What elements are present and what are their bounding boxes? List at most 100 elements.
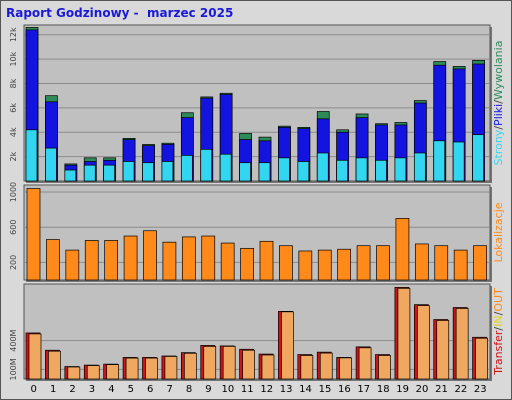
x-tick-label: 10 <box>222 384 235 395</box>
lokalizacje-bar <box>434 245 449 281</box>
transfer-in-bar <box>67 366 81 380</box>
hits-y-tick-label: 6k <box>9 103 18 113</box>
transfer-in-bar <box>203 346 217 380</box>
wywolania-bar <box>355 157 368 182</box>
lokalizacje-y-tick-label: 600 <box>9 220 18 235</box>
lokalizacje-y-tick-label: 200 <box>9 255 18 270</box>
lokalizacje-bar <box>65 249 80 281</box>
x-tick-label: 2 <box>69 384 75 395</box>
hits-panel <box>23 24 491 182</box>
wywolania-bar <box>472 134 484 182</box>
hits-side-label-part: Pliki <box>492 104 505 126</box>
x-tick-label: 22 <box>455 384 468 395</box>
lokalizacje-y-tick-label: 1000 <box>9 182 18 202</box>
hits-side-label-part: / <box>492 126 505 130</box>
lokalizacje-bar <box>143 230 157 281</box>
transfer-side-label-part: Transfer <box>492 330 505 376</box>
lokalizacje-bar <box>26 188 41 281</box>
hits-side-label-part: Wywolania <box>492 41 505 101</box>
hits-side-label-part: / <box>492 100 505 104</box>
lokalizacje-bar <box>395 218 410 281</box>
transfer-in-bar <box>242 349 255 380</box>
x-tick-label: 1 <box>50 384 56 395</box>
lokalizacje-bar <box>84 240 99 281</box>
transfer-in-bar <box>300 355 314 380</box>
lokalizacje-bar <box>104 240 119 281</box>
x-tick-label: 17 <box>357 384 370 395</box>
lokalizacje-bar <box>473 245 487 281</box>
wywolania-bar <box>180 155 193 182</box>
wywolania-bar <box>161 161 174 182</box>
hits-y-tick-label: 2k <box>9 151 18 161</box>
transfer-in-bar <box>475 337 488 380</box>
transfer-panel <box>23 283 491 380</box>
hits-y-tick-label: 4k <box>9 127 18 137</box>
lokalizacje-bar <box>453 249 468 281</box>
hits-side-label-part: Strony <box>492 129 505 165</box>
wywolania-bar <box>83 164 96 182</box>
x-tick-label: 15 <box>319 384 332 395</box>
x-tick-label: 5 <box>128 384 134 395</box>
transfer-in-bar <box>455 308 469 380</box>
transfer-in-bar <box>358 347 372 380</box>
wywolania-bar <box>25 129 38 182</box>
x-tick-label: 19 <box>396 384 409 395</box>
lokalizacje-bar <box>259 240 274 281</box>
transfer-side-label-part: IN <box>492 315 505 326</box>
wywolania-bar <box>336 159 349 182</box>
transfer-in-bar <box>319 352 333 380</box>
transfer-in-bar <box>222 346 236 380</box>
hits-side-label: Strony/Pliki/Wywolania <box>492 41 505 166</box>
x-tick-label: 12 <box>260 384 273 395</box>
wywolania-bar <box>142 162 154 182</box>
lokalizacje-bar <box>356 245 371 281</box>
lokalizacje-bar <box>317 249 332 281</box>
wywolania-bar <box>394 157 407 182</box>
wywolania-bar <box>297 161 310 182</box>
transfer-in-bar <box>436 320 450 380</box>
x-tick-label: 16 <box>338 384 351 395</box>
lokalizacje-bar <box>181 236 196 281</box>
wywolania-bar <box>45 147 57 182</box>
transfer-side-label-part: / <box>492 327 505 331</box>
wywolania-bar <box>433 140 446 182</box>
x-tick-label: 23 <box>474 384 487 395</box>
lokalizacje-side-label-part: Lokalizacje <box>492 202 505 262</box>
x-tick-label: 13 <box>280 384 293 395</box>
wywolania-bar <box>103 164 116 182</box>
x-tick-label: 20 <box>416 384 429 395</box>
transfer-y-tick-label: 400M <box>9 329 18 351</box>
lokalizacje-bar <box>240 247 254 281</box>
transfer-in-bar <box>416 305 430 380</box>
wywolania-bar <box>413 152 426 182</box>
x-tick-label: 6 <box>147 384 153 395</box>
hits-y-tick-label: 10k <box>9 51 18 66</box>
transfer-in-bar <box>106 364 120 380</box>
x-tick-label: 14 <box>299 384 312 395</box>
wywolania-bar <box>316 152 329 182</box>
transfer-in-bar <box>397 287 411 380</box>
transfer-in-bar <box>378 355 391 380</box>
lokalizacje-bar <box>376 245 390 281</box>
transfer-in-bar <box>86 365 100 380</box>
wywolania-bar <box>258 162 271 182</box>
lokalizacje-bar <box>162 241 177 281</box>
transfer-side-label: Transfer/IN/OUT <box>492 288 505 376</box>
lokalizacje-bar <box>220 242 235 281</box>
lokalizacje-bar <box>337 248 352 281</box>
lokalizacje-bar <box>201 235 216 281</box>
wywolania-bar <box>239 162 251 182</box>
x-tick-label: 11 <box>241 384 254 395</box>
wywolania-bar <box>452 141 465 182</box>
transfer-in-bar <box>261 354 275 380</box>
wywolania-bar <box>375 159 387 182</box>
transfer-in-bar <box>183 352 197 380</box>
transfer-in-bar <box>281 311 294 380</box>
x-tick-label: 4 <box>108 384 114 395</box>
x-tick-label: 18 <box>377 384 390 395</box>
transfer-y-tick-label: 100M <box>9 358 18 380</box>
x-tick-label: 8 <box>186 384 192 395</box>
transfer-in-bar <box>28 333 42 380</box>
lokalizacje-bar <box>279 245 293 281</box>
x-tick-label: 7 <box>166 384 172 395</box>
